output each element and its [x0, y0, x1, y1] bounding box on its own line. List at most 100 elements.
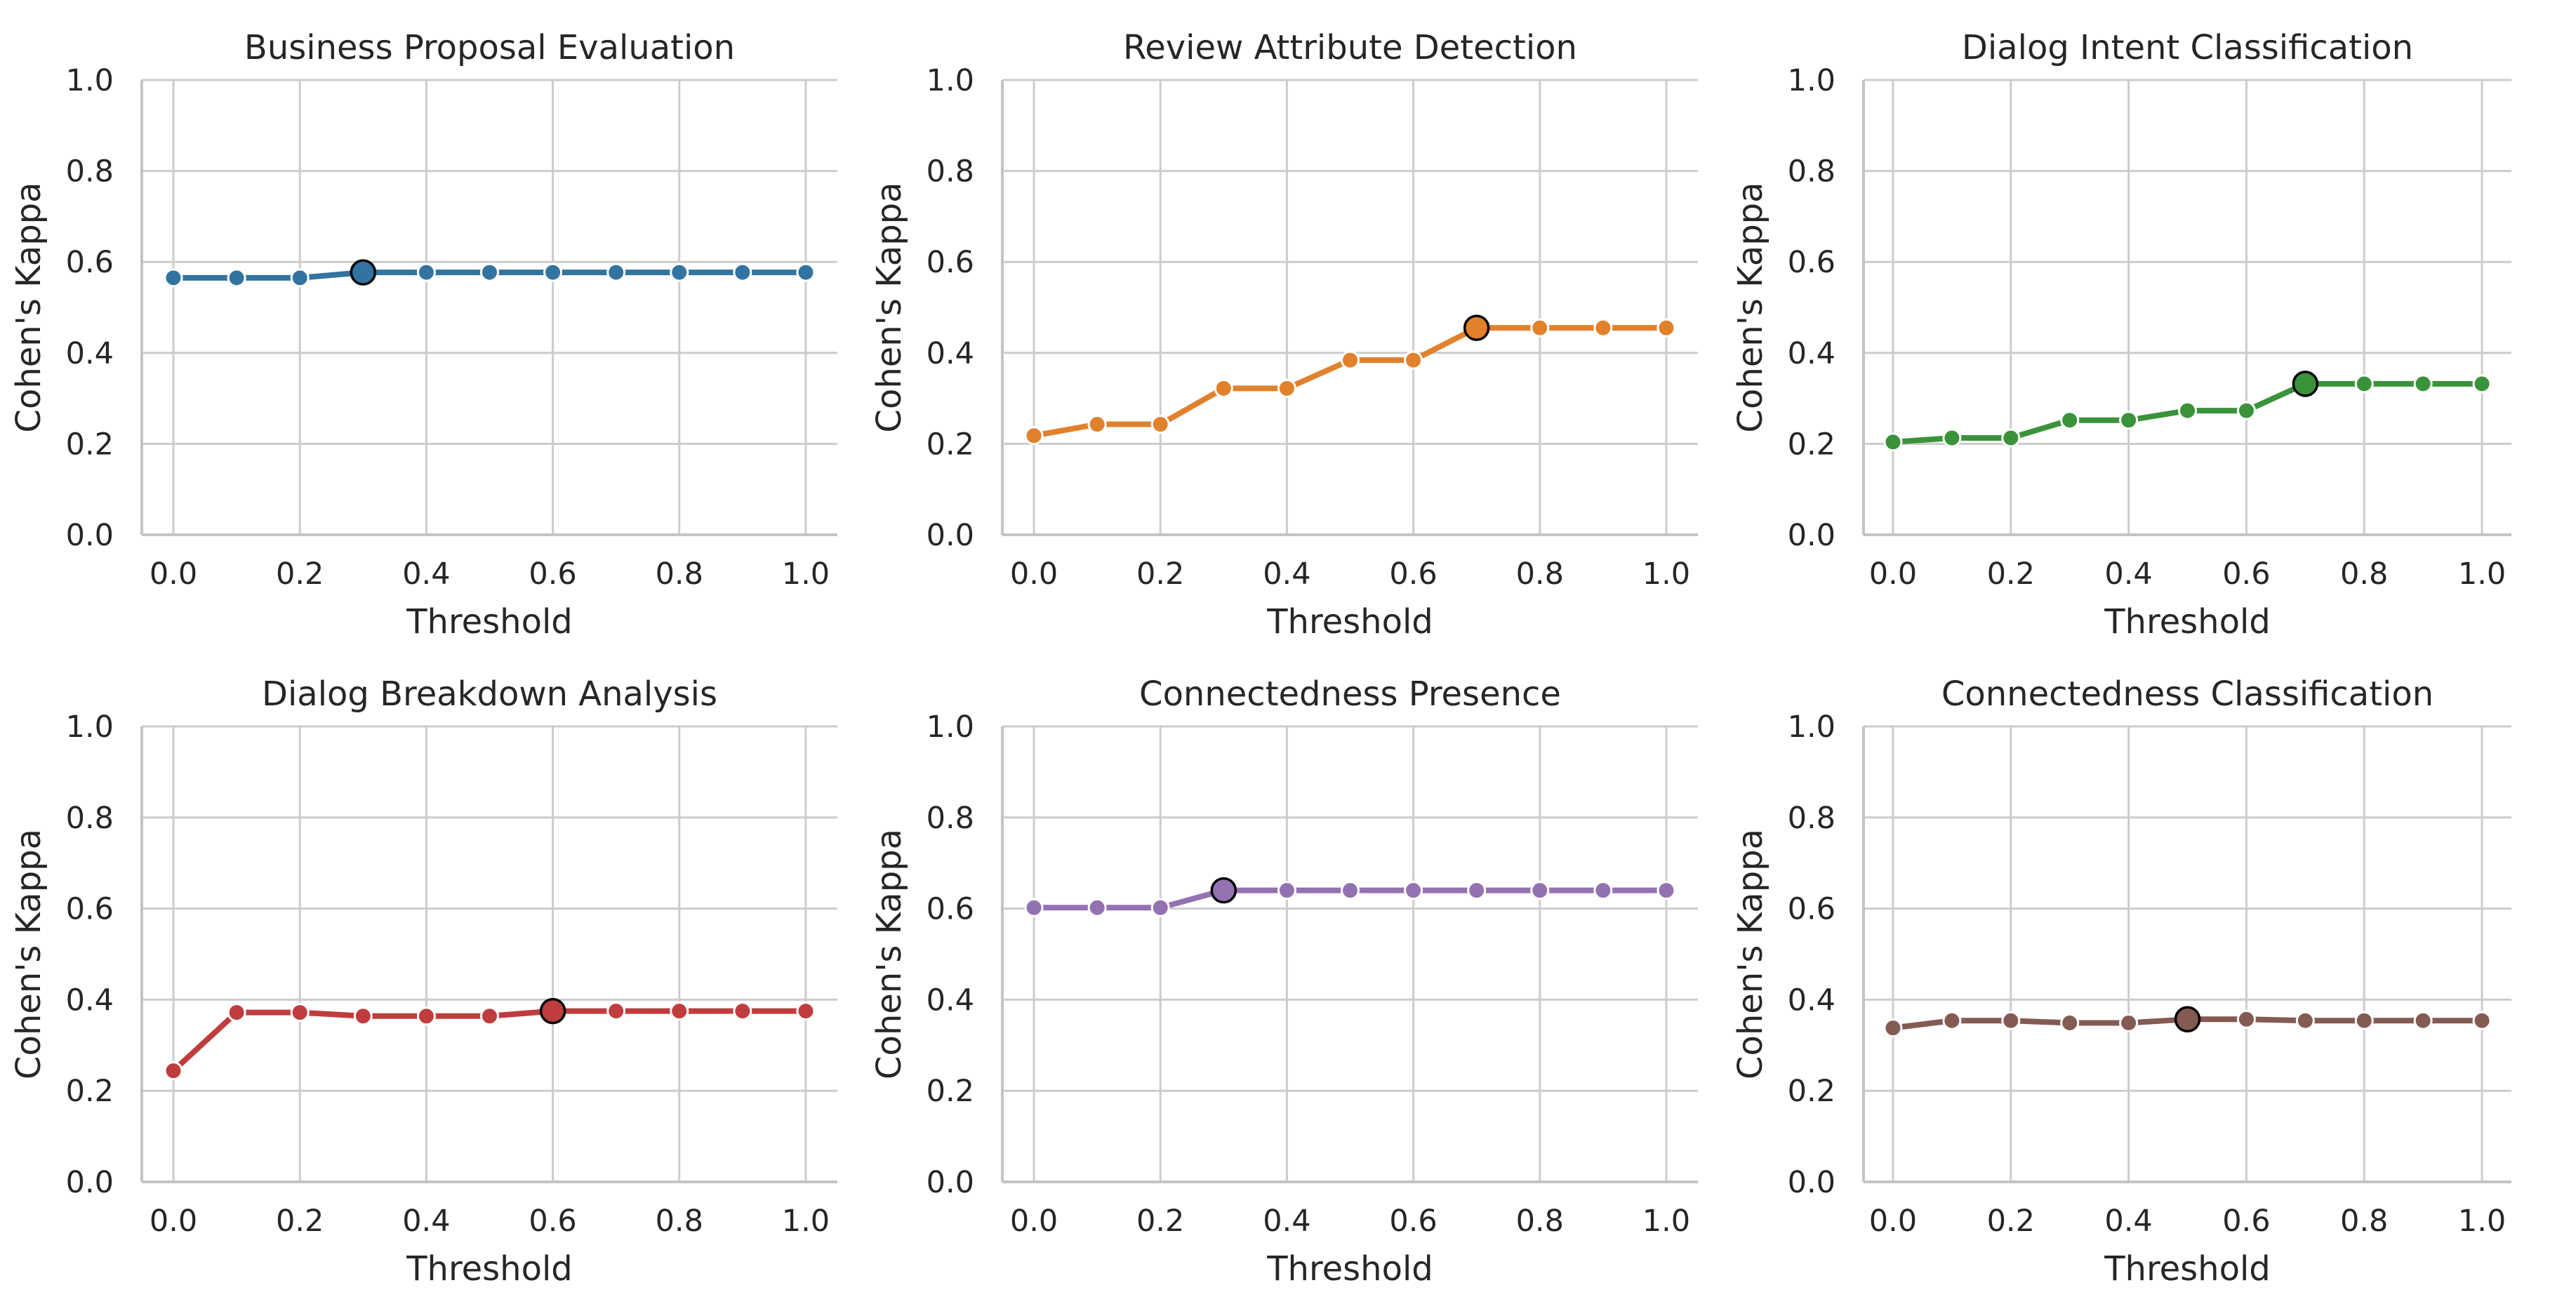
y-tick-label: 0.4	[1788, 336, 1835, 371]
x-tick-label: 1.0	[1642, 557, 1690, 592]
x-tick-label: 0.0	[150, 557, 197, 592]
x-tick-label: 0.0	[1869, 1204, 1917, 1239]
data-point	[1593, 881, 1613, 900]
data-point	[1087, 898, 1107, 917]
x-tick-label: 0.0	[1869, 557, 1917, 592]
y-tick-label: 0.4	[927, 983, 974, 1018]
y-tick-label: 0.2	[1788, 1074, 1835, 1109]
y-axis-label: Cohen's Kappa	[870, 182, 909, 432]
data-point	[290, 268, 310, 288]
x-tick-label: 0.2	[1136, 1204, 1184, 1239]
y-tick-label: 1.0	[927, 63, 974, 98]
panel-6: 0.0 0.2 0.4 0.6 0.8 1.0 0.0 0.2 0.4 0.6 0.8 1.0 Conn…	[1731, 674, 2511, 1289]
data-point	[796, 1002, 816, 1021]
data-point	[164, 268, 183, 288]
best-threshold-point	[2292, 371, 2319, 397]
data-point	[1593, 318, 1613, 338]
y-axis-label: Cohen's Kappa	[870, 829, 909, 1079]
x-tick-label: 0.0	[1010, 1204, 1058, 1239]
x-axis-label: Threshold	[1266, 602, 1433, 641]
data-point	[2001, 1011, 2021, 1030]
y-axis-label: Cohen's Kappa	[1731, 182, 1770, 432]
y-tick-label: 0.0	[927, 518, 974, 553]
data-point	[227, 268, 246, 288]
data-point	[2295, 1011, 2315, 1030]
y-tick-label: 0.4	[1788, 983, 1835, 1018]
y-tick-label: 0.4	[66, 336, 114, 371]
panel-4: 0.0 0.2 0.4 0.6 0.8 1.0 0.0 0.2 0.4 0.6 0.8 1.0 Dial…	[9, 674, 837, 1289]
y-tick-label: 0.0	[66, 1165, 114, 1200]
x-axis-label: Threshold	[406, 1249, 573, 1289]
data-point	[2413, 374, 2433, 394]
y-axis-label: Cohen's Kappa	[1731, 829, 1770, 1079]
data-point	[670, 262, 689, 282]
x-axis-label: Threshold	[2104, 602, 2271, 641]
x-tick-label: 0.2	[1136, 557, 1184, 592]
panel-title: Connectedness Presence	[1139, 674, 1561, 714]
x-tick-label: 0.8	[2340, 1204, 2388, 1239]
data-point	[2060, 411, 2080, 430]
panel-title: Review Attribute Detection	[1123, 28, 1577, 67]
best-threshold-point	[539, 997, 566, 1025]
x-tick-label: 0.2	[276, 1204, 324, 1239]
y-tick-label: 1.0	[66, 710, 114, 745]
data-point	[2236, 1009, 2256, 1029]
data-point	[1530, 881, 1550, 900]
y-tick-label: 0.6	[66, 892, 114, 927]
data-point	[2119, 411, 2139, 430]
x-axis-label: Threshold	[2104, 1249, 2271, 1289]
data-point	[606, 1002, 626, 1021]
y-tick-label: 0.6	[927, 245, 974, 280]
data-point	[480, 1006, 499, 1026]
y-tick-label: 0.0	[66, 518, 114, 553]
data-point	[290, 1003, 310, 1023]
x-tick-label: 0.0	[150, 1204, 197, 1239]
y-tick-label: 0.8	[1788, 154, 1835, 189]
data-point	[227, 1003, 246, 1023]
x-tick-label: 0.8	[1516, 1204, 1564, 1239]
x-tick-label: 0.4	[1263, 1204, 1310, 1239]
y-tick-label: 1.0	[66, 63, 114, 98]
data-point	[1942, 1011, 1962, 1030]
panel-3: 0.0 0.2 0.4 0.6 0.8 1.0 0.0 0.2 0.4 0.6 0.8 1.0 Dial…	[1731, 28, 2511, 641]
panel-5: 0.0 0.2 0.4 0.6 0.8 1.0 0.0 0.2 0.4 0.6 0.8 1.0 Conn…	[870, 674, 1698, 1289]
y-tick-label: 0.2	[1788, 427, 1835, 462]
best-threshold-point	[1210, 877, 1237, 904]
x-tick-label: 0.4	[2104, 1204, 2152, 1239]
series-line	[1031, 325, 1669, 439]
data-point	[1087, 415, 1107, 434]
x-tick-label: 1.0	[782, 557, 830, 592]
best-threshold-point	[350, 259, 377, 286]
data-point	[606, 262, 626, 282]
y-tick-label: 0.2	[927, 427, 974, 462]
data-point	[1341, 350, 1360, 370]
x-tick-label: 0.8	[2340, 557, 2388, 592]
x-tick-label: 0.4	[402, 557, 450, 592]
data-point	[1341, 881, 1360, 900]
x-tick-label: 0.2	[276, 557, 324, 592]
y-axis-label: Cohen's Kappa	[9, 182, 48, 432]
best-threshold-point	[2174, 1006, 2201, 1033]
x-tick-label: 0.6	[2222, 557, 2270, 592]
data-point	[1024, 898, 1044, 917]
data-point	[2413, 1011, 2433, 1030]
x-tick-label: 0.4	[1263, 557, 1310, 592]
y-tick-label: 0.8	[1788, 801, 1835, 836]
x-tick-label: 0.6	[529, 557, 576, 592]
x-tick-label: 0.4	[402, 1204, 450, 1239]
data-point	[796, 262, 816, 282]
data-point	[2354, 374, 2374, 394]
data-point	[1404, 350, 1423, 370]
data-point	[543, 262, 563, 282]
y-tick-label: 0.6	[927, 892, 974, 927]
x-axis-label: Threshold	[406, 602, 573, 641]
y-tick-label: 0.2	[927, 1074, 974, 1109]
panel-title: Dialog Breakdown Analysis	[262, 674, 717, 714]
data-point	[2236, 401, 2256, 420]
y-tick-label: 0.6	[1788, 245, 1835, 280]
x-tick-label: 0.2	[1987, 1204, 2035, 1239]
data-point	[1214, 378, 1233, 398]
data-point	[1467, 881, 1487, 900]
x-tick-label: 0.8	[656, 557, 703, 592]
